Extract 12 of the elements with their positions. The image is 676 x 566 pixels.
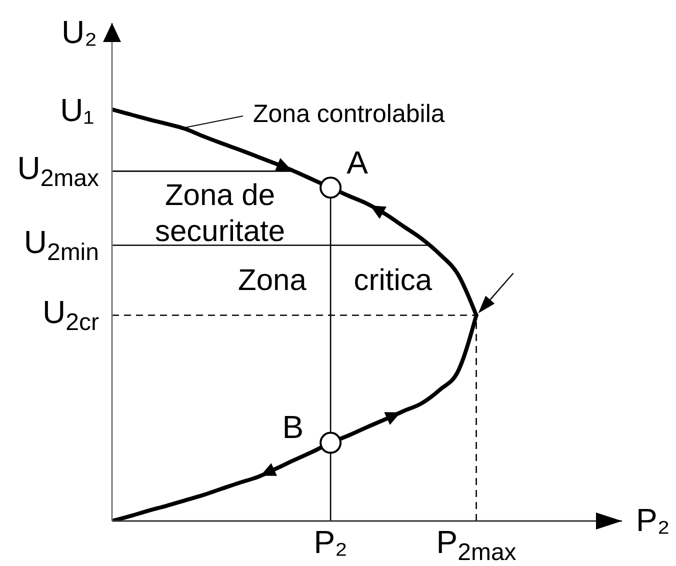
text: U₁	[60, 92, 94, 128]
annotation: Zona critica	[238, 264, 432, 297]
annotation: A	[346, 144, 369, 181]
y-axis-title: U₂	[61, 14, 97, 50]
annotation: Zona controlabila	[253, 100, 445, 128]
annotation: Zona de securitate	[154, 179, 286, 248]
annotation: B	[282, 408, 304, 445]
x-tick-label: P$_{2max}$	[436, 524, 516, 566]
ref-line-label: U$_{2max}$	[17, 150, 99, 192]
x-axis-title: P₂	[636, 502, 670, 538]
ref-line-label: U$_{2min}$	[24, 224, 99, 266]
ref-line-label: U$_{2cr}$	[42, 294, 100, 336]
